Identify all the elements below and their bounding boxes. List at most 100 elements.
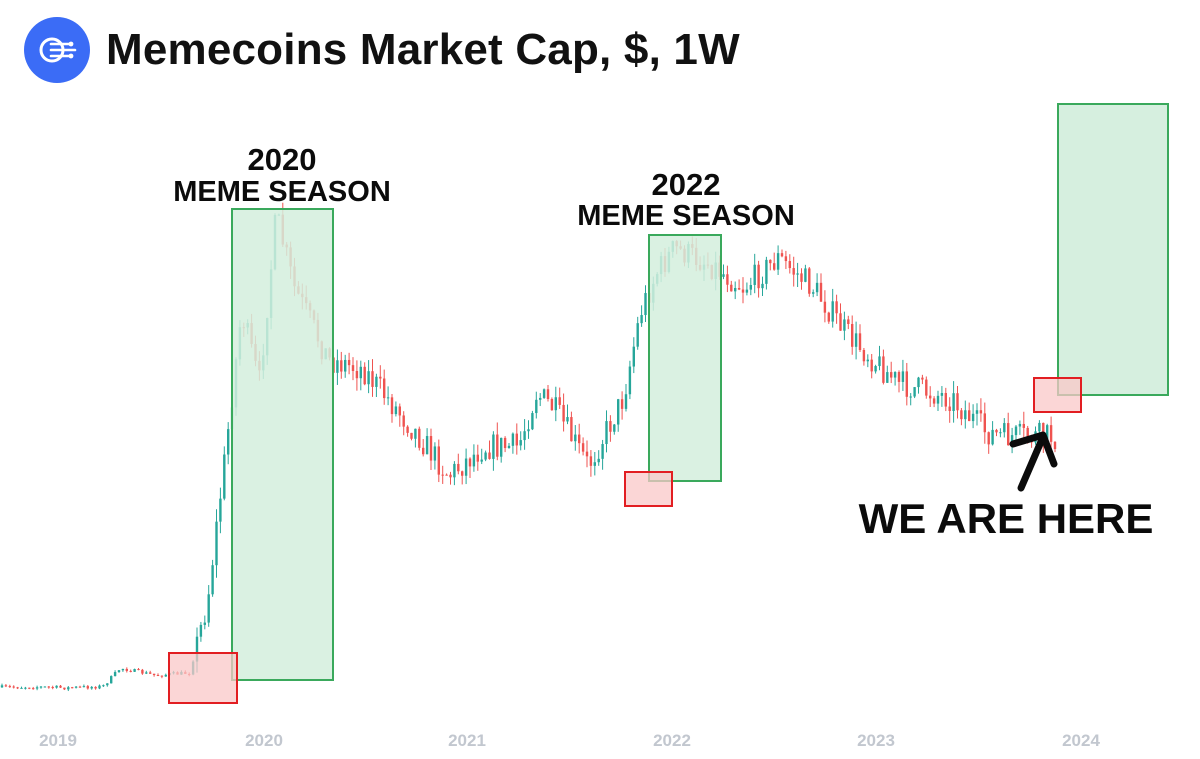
candle-body (445, 474, 448, 476)
candle-body (379, 376, 382, 379)
candle-body (437, 446, 440, 475)
candle-body (394, 406, 398, 415)
candle-body (383, 378, 386, 399)
candle-body (67, 687, 70, 690)
candle-body (890, 372, 893, 378)
candle-body (492, 434, 495, 459)
candle-body (94, 686, 97, 689)
candle-body (351, 365, 355, 372)
candle-body (874, 366, 877, 372)
candle-body (893, 372, 897, 378)
candles-layer (0, 202, 1057, 692)
candle-body (149, 672, 152, 674)
candle-body (784, 256, 788, 262)
candle-body (796, 273, 799, 275)
candle-body (983, 413, 986, 433)
season-2022-label: MEME SEASON (577, 200, 795, 232)
candle-body (1018, 423, 1022, 427)
candle-body (956, 393, 959, 411)
candle-body (909, 396, 912, 398)
candle-body (917, 377, 920, 388)
candle-body (199, 624, 203, 637)
candle-body (203, 622, 206, 625)
candle-body (386, 397, 390, 399)
candle-body (987, 432, 990, 445)
candle-body (968, 410, 971, 422)
candle-body (1046, 425, 1049, 442)
candle-body (90, 686, 93, 689)
candle-body (51, 687, 54, 689)
candle-body (843, 319, 846, 331)
candle-body (359, 366, 362, 379)
candle-body (219, 498, 222, 522)
candle-body (882, 356, 885, 383)
candle-body (897, 372, 901, 382)
candle-body (823, 301, 827, 313)
candle-body (468, 458, 472, 467)
candle-body (503, 437, 507, 449)
candle-body (936, 395, 940, 404)
candle-body (960, 410, 963, 420)
candle-body (125, 668, 128, 671)
candle-body (812, 292, 815, 294)
candle-body (24, 687, 27, 689)
candle-body (523, 431, 526, 441)
candle-body (410, 432, 413, 439)
current-position-box (1033, 377, 1082, 413)
candle-body (804, 268, 807, 282)
candle-body (20, 687, 23, 689)
candle-body (546, 389, 550, 399)
candle-body (870, 359, 873, 372)
candle-body (59, 685, 62, 688)
candle-body (398, 406, 401, 416)
candle-body (948, 406, 951, 412)
candle-body (12, 686, 15, 688)
candle-body (476, 454, 479, 462)
candle-body (402, 415, 405, 427)
candle-body (488, 452, 491, 459)
candle-body (141, 669, 144, 674)
candle-body (971, 413, 975, 422)
candle-body (156, 675, 160, 677)
candle-body (1038, 422, 1041, 432)
candle-body (433, 446, 437, 461)
candle-body (827, 312, 830, 322)
candle-body (574, 434, 577, 442)
x-axis: 2019 2020 2021 2022 2023 2024 (39, 731, 1100, 750)
candle-body (484, 452, 487, 460)
candle-body (480, 459, 483, 462)
candle-body (722, 274, 725, 277)
candle-body (55, 685, 58, 688)
candle-body (113, 672, 117, 677)
candle-body (4, 685, 8, 687)
projection-box (1057, 103, 1169, 396)
candle-body (769, 259, 772, 264)
x-tick-label: 2024 (1062, 731, 1100, 750)
we-are-here-label: WE ARE HERE (859, 495, 1154, 542)
season-2020-year: 2020 (248, 142, 317, 177)
x-tick-label: 2021 (448, 731, 486, 750)
candle-body (624, 394, 628, 409)
candle-body (749, 284, 752, 290)
candle-body (585, 451, 589, 457)
candle-body (858, 333, 862, 350)
candle-body (1010, 435, 1014, 446)
candle-body (129, 670, 132, 672)
candle-body (223, 454, 226, 499)
candle-body (745, 289, 749, 293)
candle-body (71, 687, 74, 689)
candle-body (145, 672, 148, 674)
candle-body (449, 474, 452, 478)
candle-body (227, 429, 230, 455)
accumulation-2021-box (624, 471, 673, 507)
candle-body (550, 398, 554, 411)
candle-body (831, 301, 834, 322)
x-tick-label: 2022 (653, 731, 691, 750)
candle-body (429, 436, 433, 461)
candle-body (8, 686, 11, 688)
candle-body (496, 434, 499, 457)
candle-body (1014, 426, 1018, 436)
candle-body (47, 686, 50, 688)
candle-body (999, 432, 1002, 434)
candle-body (1053, 441, 1057, 450)
